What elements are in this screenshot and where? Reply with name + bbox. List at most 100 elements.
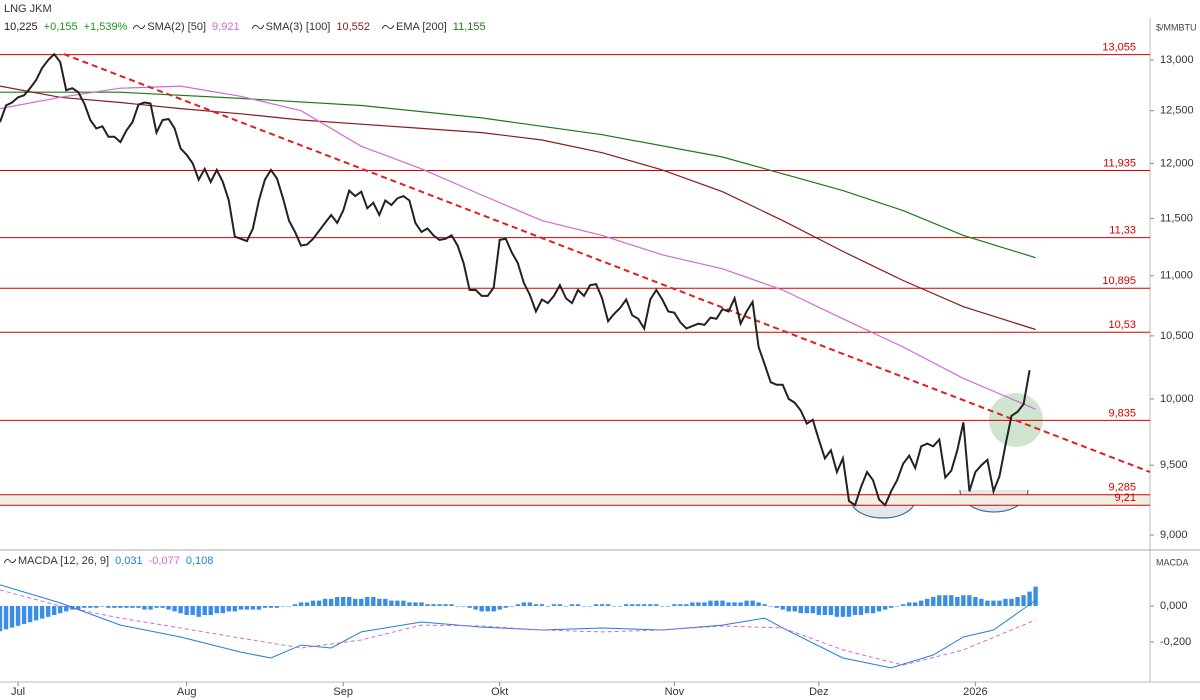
- histogram-bar: [0, 606, 3, 632]
- y-tick-label: 9,000: [1160, 529, 1188, 541]
- histogram-bar: [1015, 597, 1020, 607]
- macd-axis-label: MACDA: [1156, 557, 1189, 567]
- histogram-bar: [1009, 598, 1014, 607]
- histogram-bar: [3, 606, 9, 630]
- y-tick-label: -0,200: [1160, 636, 1191, 648]
- histogram-bar: [148, 606, 153, 610]
- x-tick-label: 2026: [963, 686, 987, 698]
- histogram-bar: [1021, 595, 1026, 607]
- histogram-bar: [280, 606, 286, 607]
- histogram-bar: [58, 606, 63, 614]
- histogram-bar: [551, 604, 557, 607]
- histogram-bar: [497, 606, 502, 610]
- chart-title: LNG JKM: [4, 3, 52, 15]
- histogram-bar: [810, 606, 816, 614]
- histogram-bar: [479, 606, 484, 612]
- x-tick-label: Dez: [809, 686, 829, 698]
- histogram-bar: [1003, 598, 1008, 607]
- histogram-bar: [648, 604, 653, 607]
- histogram-bar: [961, 595, 966, 607]
- level-label: 11,935: [1103, 157, 1136, 169]
- support-zone: [0, 494, 1150, 506]
- histogram-bar: [768, 606, 773, 607]
- histogram-bar: [575, 604, 581, 607]
- histogram-bar: [365, 597, 370, 607]
- series-line: [63, 53, 1151, 473]
- histogram-bar: [82, 606, 87, 608]
- histogram-bar: [292, 604, 298, 607]
- histogram-bar: [798, 606, 803, 614]
- histogram-bar: [955, 597, 960, 607]
- histogram-bar: [130, 606, 135, 608]
- y-tick-label: 10,000: [1160, 393, 1194, 405]
- legend-label: SMA(3) [100]: [265, 21, 331, 33]
- histogram-bar: [491, 606, 496, 612]
- histogram-bar: [178, 606, 183, 614]
- histogram-bar: [226, 606, 231, 612]
- histogram-bar: [629, 604, 635, 607]
- histogram-bar: [539, 604, 545, 607]
- histogram-bar: [587, 606, 593, 607]
- unit-label: $/MMBTU: [1156, 22, 1197, 32]
- histogram-bar: [985, 600, 990, 607]
- histogram-bar: [623, 604, 629, 607]
- histogram-bar: [94, 606, 99, 608]
- signal-value: -0,077: [148, 555, 180, 567]
- histogram-bar: [214, 606, 219, 614]
- histogram-bar: [184, 606, 189, 616]
- histogram-bar: [9, 606, 15, 628]
- histogram-bar: [726, 602, 731, 607]
- histogram-bar: [268, 606, 274, 608]
- x-tick-label: Sep: [333, 686, 353, 698]
- histogram-bar: [864, 606, 870, 614]
- x-tick-label: Nov: [665, 686, 685, 698]
- histogram-bar: [443, 604, 448, 607]
- macd-legend: MACDA [12, 26, 9] 0,031 -0,077 0,108: [4, 555, 213, 567]
- series-line: [0, 85, 1036, 410]
- histogram-bar: [160, 606, 165, 608]
- histogram-bar: [593, 604, 599, 607]
- histogram-bar: [328, 598, 334, 607]
- histogram-bar: [316, 600, 322, 607]
- histogram-bar: [286, 606, 292, 607]
- histogram-bar: [431, 604, 436, 607]
- histogram-bar: [858, 606, 864, 616]
- histogram-bar: [997, 600, 1002, 607]
- y-tick-label: 0,000: [1160, 600, 1188, 612]
- histogram-bar: [172, 606, 177, 612]
- legend-label: EMA [200]: [396, 21, 447, 33]
- histogram-bar: [1033, 586, 1038, 607]
- histogram-bar: [455, 606, 460, 607]
- x-tick-label: Okt: [491, 686, 508, 698]
- histogram-bar: [124, 606, 129, 608]
- price-legend: 10,225 +0,155 +1,539% SMA(2) [50] 9,921 SM…: [4, 21, 492, 33]
- legend-value: 9,921: [212, 21, 240, 33]
- histogram-bar: [756, 602, 761, 607]
- histogram-bar: [509, 606, 514, 607]
- histogram-bar: [925, 598, 930, 607]
- histogram-bar: [377, 598, 382, 607]
- histogram-bar: [208, 606, 213, 616]
- histogram-bar: [527, 602, 533, 607]
- histogram-bar: [732, 602, 737, 607]
- histogram-bar: [262, 606, 268, 608]
- histogram-bar: [738, 602, 743, 607]
- histogram-bar: [244, 606, 250, 610]
- legend-icon: [4, 558, 16, 564]
- histogram-bar: [611, 606, 617, 607]
- histogram-bar: [708, 600, 713, 607]
- histogram-bar: [485, 606, 490, 612]
- histogram-bar: [750, 600, 755, 607]
- histogram-bar: [684, 604, 689, 607]
- legend-icon: [382, 24, 395, 30]
- histogram-bar: [521, 602, 527, 607]
- histogram-bar: [792, 606, 797, 612]
- histogram-bar: [888, 606, 894, 608]
- series-line: [0, 91, 1036, 259]
- histogram-bar: [906, 602, 912, 607]
- histogram-bar: [973, 597, 978, 607]
- histogram-bar: [27, 606, 33, 623]
- x-tick-label: Jul: [11, 686, 25, 698]
- histogram-bar: [654, 604, 659, 607]
